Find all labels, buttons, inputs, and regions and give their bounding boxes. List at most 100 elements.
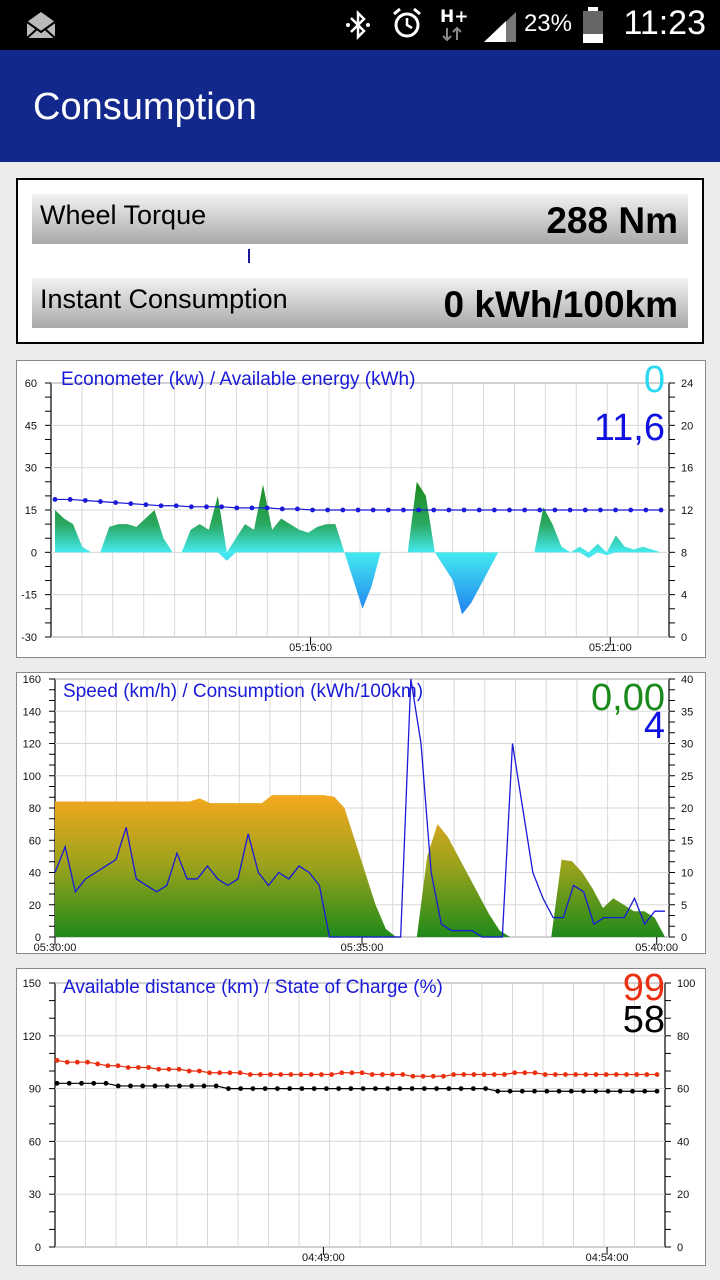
state-of-charge-point [446,1086,452,1091]
available-energy-current-value: 11,6 [593,407,665,449]
available-distance-point [380,1072,385,1077]
speed-consumption-chart[interactable]: 160 140 120 100 80 60 40 20 0 40 35 30 25 20 15 10 5 0 05:… [16,672,706,954]
available-energy-point [461,507,467,513]
available-energy-point [249,505,255,511]
left-tick-label: 0 [35,932,41,944]
right-tick-label: 10 [681,868,693,880]
torque-indicator-marker [248,249,250,263]
state-of-charge-point [617,1088,623,1094]
available-distance-point [207,1070,212,1076]
available-energy-point [52,497,58,502]
available-energy-point [128,501,134,507]
state-of-charge-point [593,1088,599,1094]
available-distance-point [146,1065,151,1070]
available-distance-point [410,1073,416,1079]
available-energy-point [628,507,634,513]
available-distance-point [654,1072,660,1077]
available-distance-point [217,1070,223,1076]
available-distance-point [613,1072,619,1077]
available-energy-point [446,507,452,513]
left-tick-label: -30 [21,632,37,644]
available-energy-point [310,507,315,513]
available-energy-point [67,497,73,502]
available-energy-point [643,507,649,513]
left-tick-label: 60 [25,378,37,390]
x-tick-label: 05:40:00 [635,942,678,953]
left-tick-label: 0 [35,1242,41,1254]
available-energy-point [476,507,482,513]
state-of-charge-point [103,1080,109,1086]
state-of-charge-point [287,1086,293,1091]
state-of-charge-point [360,1086,366,1091]
available-energy-point [204,504,209,510]
distance-chart-title: Available distance (km) / State of Charg… [63,977,443,998]
left-tick-label: 90 [29,1084,41,1096]
right-tick-label: 20 [681,420,693,432]
available-distance-point [257,1072,263,1077]
wheel-torque-label: Wheel Torque [40,200,207,230]
state-of-charge-point [250,1086,256,1091]
available-distance-point [400,1072,406,1077]
available-energy-point [401,507,406,513]
available-energy-point [567,507,573,513]
econometer-plot: 60 45 30 15 0 -15 -30 24 20 16 12 8 4 0 05:16:00 05:21:… [21,378,693,654]
state-of-charge-point [372,1086,378,1091]
state-of-charge-point [262,1086,268,1091]
distance-soc-plot: 150 120 90 60 30 0 100 80 60 40 20 0 04:49:00 04:54:0… [23,978,696,1264]
x-tick-label: 04:54:00 [586,1252,629,1264]
state-of-charge-point [483,1086,488,1091]
left-tick-label: 40 [29,868,41,880]
available-distance-point [298,1072,304,1077]
right-tick-label: 20 [677,1189,689,1201]
state-of-charge-point [115,1083,121,1089]
available-distance-point [268,1072,273,1077]
available-distance-point [542,1072,548,1077]
instant-consumption-value: 0 kWh/100km [443,284,678,325]
available-distance-point [176,1066,182,1072]
right-tick-label: 40 [677,1136,689,1148]
right-tick-label: 80 [677,1031,689,1043]
right-tick-label: 30 [681,739,693,751]
available-distance-point [95,1061,101,1067]
available-distance-point [369,1072,375,1077]
right-tick-label: 0 [681,932,687,944]
right-tick-label: 4 [681,590,687,602]
available-distance-point [339,1070,345,1076]
available-energy-point [416,507,421,513]
right-tick-label: 12 [681,505,693,517]
available-distance-point [227,1070,233,1076]
available-energy-point [279,506,285,512]
available-distance-point [319,1072,324,1077]
available-energy-point [188,504,194,510]
available-distance-point [624,1072,629,1077]
bluetooth-icon [346,10,370,40]
state-of-charge-point [348,1086,354,1091]
consumption-current-value: 0,00 [591,677,665,719]
distance-soc-chart[interactable]: 150 120 90 60 30 0 100 80 60 40 20 0 04:49:00 04:54:0… [16,967,706,1266]
cell-signal-icon [484,12,516,42]
available-distance-point [156,1066,162,1072]
state-of-charge-point [323,1086,329,1091]
x-tick-label: 05:30:00 [34,942,77,953]
state-of-charge-point [189,1083,195,1089]
available-distance-point [644,1072,650,1077]
available-distance-point [420,1073,426,1079]
available-distance-point [552,1072,558,1077]
available-energy-point [552,507,558,513]
left-tick-label: 120 [23,739,41,751]
econometer-chart-title: Econometer (kw) / Available energy (kWh) [61,369,416,390]
state-of-charge-point [470,1086,476,1091]
available-distance-point [349,1070,355,1076]
state-of-charge-point [495,1088,501,1094]
state-of-charge-point [421,1086,427,1091]
econometer-positive-area [55,481,661,553]
state-of-charge-point [79,1080,84,1086]
available-distance-point [166,1066,172,1072]
state-of-charge-point [91,1080,97,1086]
available-energy-point [234,505,240,511]
econometer-chart[interactable]: 60 45 30 15 0 -15 -30 24 20 16 12 8 4 0 05:16:00 05:21:… [16,359,706,658]
right-tick-label: 35 [681,706,693,718]
available-distance-current-value: 99 [622,967,665,1009]
left-tick-label: 15 [25,505,37,517]
available-distance-point [461,1072,467,1077]
